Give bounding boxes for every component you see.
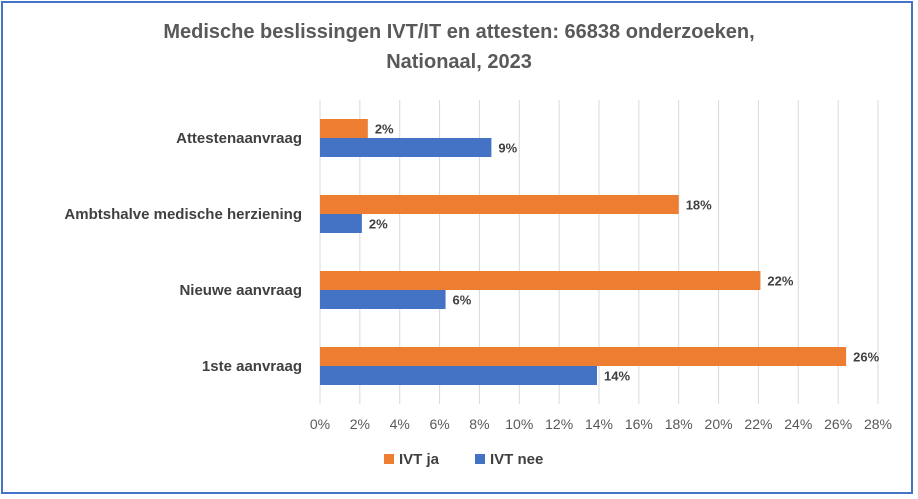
category-label: Ambtshalve medische herziening [64,206,302,223]
category-label: 1ste aanvraag [202,358,302,375]
bar-ivt-nee [320,366,598,385]
x-tick-label: 10% [505,416,533,432]
chart-title: Medische beslissingen IVT/IT en attesten… [163,21,754,73]
x-tick-label: 2% [350,416,370,432]
x-tick-label: 16% [625,416,653,432]
data-label: 2% [375,122,394,137]
x-tick-label: 0% [310,416,330,432]
data-label: 18% [686,198,712,213]
x-tick-labels: 0% 2% 4% 6% 8% 10% 12% 14% 16% 18% 20% 22% 24% 26% 28% [310,416,892,432]
x-tick-label: 8% [469,416,489,432]
x-tick-label: 12% [545,416,573,432]
x-tick-label: 22% [744,416,772,432]
chart-title-line-2: Nationaal, 2023 [386,51,532,73]
data-label: 2% [369,217,388,232]
legend[interactable]: IVT ja IVT nee [384,451,543,468]
legend-swatch [384,454,394,464]
x-tick-label: 20% [705,416,733,432]
data-label: 6% [453,293,472,308]
bar-ivt-ja [320,119,368,138]
chart-title-line-1: Medische beslissingen IVT/IT en attesten… [163,21,754,43]
bar-ivt-ja [320,347,847,366]
bar-ivt-nee [320,290,446,309]
data-labels: 2% 9% 18% 2% 22% 6% 26% 14% [369,122,880,384]
bar-ivt-nee [320,214,362,233]
data-label: 26% [853,350,879,365]
bar-ivt-ja [320,271,761,290]
bars [320,119,847,385]
data-label: 22% [767,274,793,289]
category-label: Nieuwe aanvraag [179,282,302,299]
x-tick-label: 6% [429,416,449,432]
x-tick-label: 28% [864,416,892,432]
data-label: 9% [498,141,517,156]
legend-swatch [475,454,485,464]
legend-entry-label: IVT nee [490,451,543,468]
x-tick-label: 24% [784,416,812,432]
category-labels: Attestenaanvraag Ambtshalve medische herz… [64,130,302,375]
x-tick-label: 18% [665,416,693,432]
bar-ivt-nee [320,138,492,157]
x-tick-label: 4% [390,416,410,432]
bar-ivt-ja [320,195,679,214]
category-label: Attestenaanvraag [176,130,302,147]
x-tick-label: 14% [585,416,613,432]
data-label: 14% [604,369,630,384]
x-tick-label: 26% [824,416,852,432]
legend-entry-label: IVT ja [399,451,440,468]
